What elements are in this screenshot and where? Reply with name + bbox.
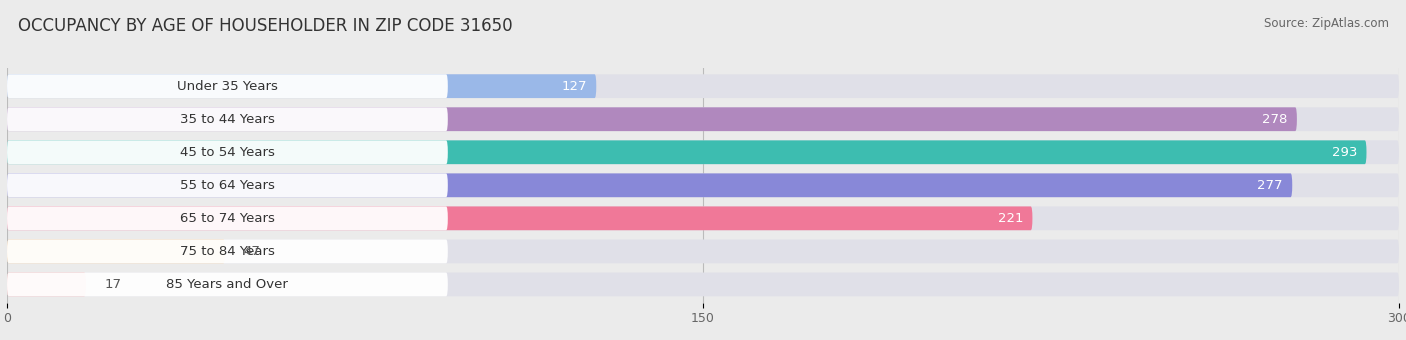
FancyBboxPatch shape bbox=[7, 74, 596, 98]
FancyBboxPatch shape bbox=[7, 239, 225, 263]
FancyBboxPatch shape bbox=[7, 140, 1399, 164]
Text: 293: 293 bbox=[1331, 146, 1357, 159]
Text: 35 to 44 Years: 35 to 44 Years bbox=[180, 113, 274, 126]
Text: 221: 221 bbox=[998, 212, 1024, 225]
Text: 47: 47 bbox=[243, 245, 260, 258]
FancyBboxPatch shape bbox=[7, 140, 1367, 164]
FancyBboxPatch shape bbox=[7, 140, 447, 164]
FancyBboxPatch shape bbox=[7, 107, 1399, 131]
FancyBboxPatch shape bbox=[7, 74, 447, 98]
FancyBboxPatch shape bbox=[7, 173, 447, 197]
Text: Source: ZipAtlas.com: Source: ZipAtlas.com bbox=[1264, 17, 1389, 30]
FancyBboxPatch shape bbox=[7, 206, 1032, 230]
FancyBboxPatch shape bbox=[7, 74, 1399, 98]
Text: 55 to 64 Years: 55 to 64 Years bbox=[180, 179, 274, 192]
FancyBboxPatch shape bbox=[7, 206, 447, 230]
Text: 45 to 54 Years: 45 to 54 Years bbox=[180, 146, 274, 159]
Text: 278: 278 bbox=[1263, 113, 1288, 126]
FancyBboxPatch shape bbox=[7, 239, 447, 263]
Text: 17: 17 bbox=[104, 278, 121, 291]
FancyBboxPatch shape bbox=[7, 173, 1399, 197]
FancyBboxPatch shape bbox=[7, 173, 1292, 197]
Text: OCCUPANCY BY AGE OF HOUSEHOLDER IN ZIP CODE 31650: OCCUPANCY BY AGE OF HOUSEHOLDER IN ZIP C… bbox=[18, 17, 513, 35]
FancyBboxPatch shape bbox=[7, 239, 1399, 263]
FancyBboxPatch shape bbox=[7, 273, 86, 296]
FancyBboxPatch shape bbox=[7, 273, 1399, 296]
FancyBboxPatch shape bbox=[7, 273, 447, 296]
FancyBboxPatch shape bbox=[7, 107, 1296, 131]
Text: 65 to 74 Years: 65 to 74 Years bbox=[180, 212, 274, 225]
FancyBboxPatch shape bbox=[7, 107, 447, 131]
Text: 277: 277 bbox=[1257, 179, 1282, 192]
Text: 85 Years and Over: 85 Years and Over bbox=[166, 278, 288, 291]
Text: 127: 127 bbox=[561, 80, 588, 93]
Text: 75 to 84 Years: 75 to 84 Years bbox=[180, 245, 274, 258]
FancyBboxPatch shape bbox=[7, 206, 1399, 230]
Text: Under 35 Years: Under 35 Years bbox=[177, 80, 278, 93]
